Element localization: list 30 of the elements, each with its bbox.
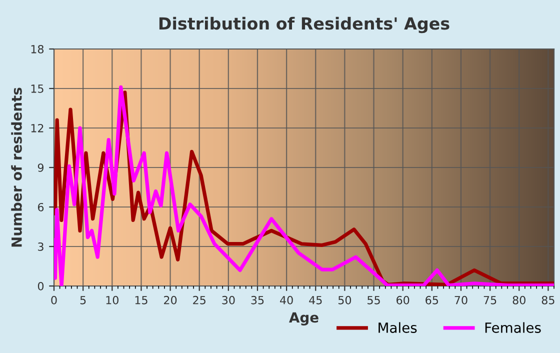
y-tick-label: 15 (31, 84, 44, 93)
x-tick-label: 70 (454, 296, 468, 304)
y-tick-label: 6 (38, 202, 44, 212)
y-axis-title: Number of residents (11, 88, 22, 247)
x-tick-label: 85 (542, 296, 554, 304)
x-tick-label: 35 (251, 296, 264, 304)
legend-label: Females (485, 322, 541, 333)
x-tick-label: 0 (51, 296, 57, 304)
x-tick-label: 25 (193, 296, 206, 304)
x-tick-label: 30 (222, 296, 235, 304)
x-tick-label: 10 (106, 296, 118, 304)
x-tick-label: 65 (426, 296, 438, 304)
x-tick-label: 45 (309, 296, 322, 304)
x-tick-label: 60 (396, 296, 410, 304)
y-tick-label: 18 (31, 44, 44, 54)
y-tick-label: 9 (38, 163, 44, 172)
x-tick-label: 20 (164, 296, 177, 304)
y-tick-label: 0 (38, 282, 44, 290)
y-tick-label: 3 (38, 242, 44, 251)
x-tick-label: 50 (338, 296, 352, 304)
chart-title: Distribution of Residents' Ages (159, 16, 450, 34)
x-tick-label: 40 (280, 296, 293, 304)
legend-label: Males (378, 322, 417, 333)
x-tick-label: 80 (512, 296, 526, 304)
x-tick-label: 75 (484, 296, 496, 304)
y-tick-label: 12 (31, 124, 44, 132)
x-axis-title: Age (289, 312, 318, 326)
x-tick-label: 5 (80, 296, 86, 304)
x-tick-label: 55 (368, 296, 380, 304)
x-tick-label: 15 (135, 296, 148, 304)
